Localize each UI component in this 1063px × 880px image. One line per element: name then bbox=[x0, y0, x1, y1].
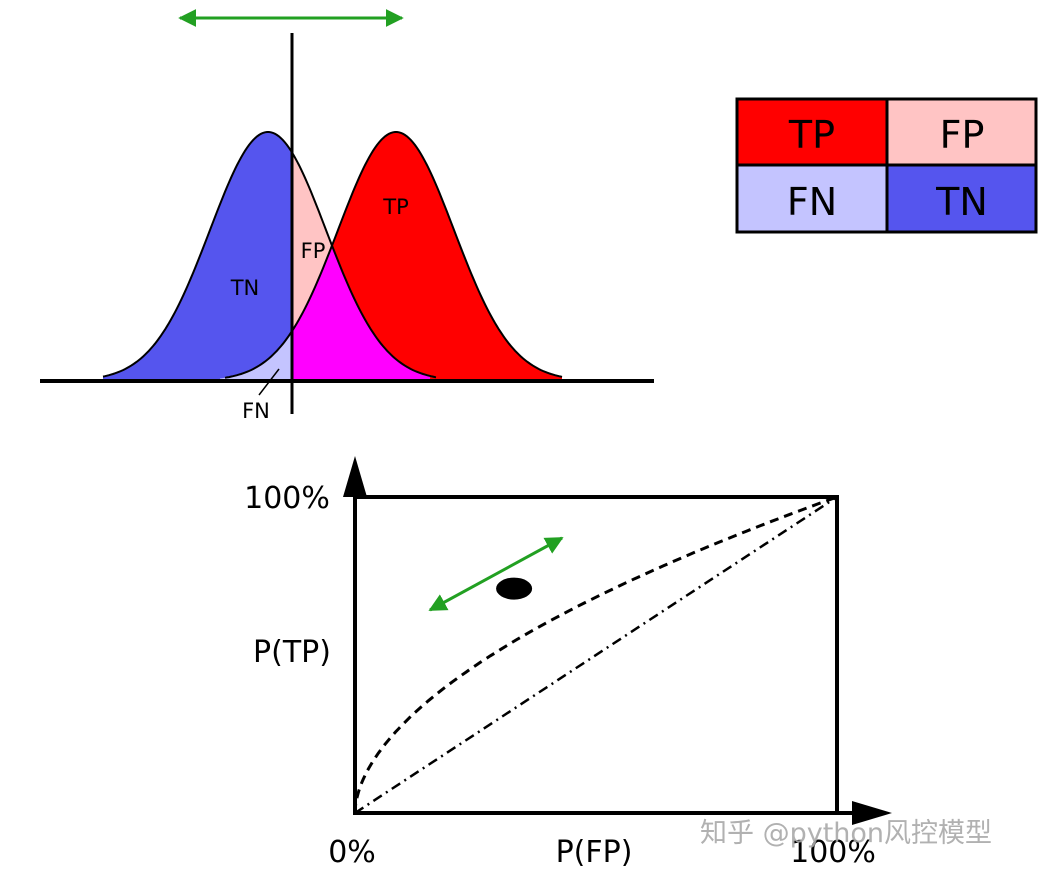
matrix-cell-tp bbox=[737, 99, 887, 165]
fn-leader-line bbox=[258, 368, 280, 396]
watermark: 知乎 @python风控模型 bbox=[700, 818, 992, 849]
tn-region bbox=[103, 132, 292, 381]
curve-direction-arrow[interactable] bbox=[428, 536, 564, 612]
matrix-cell-tn bbox=[887, 165, 1036, 232]
matrix-label-tp: TP bbox=[788, 113, 835, 157]
matrix-label-tn: TN bbox=[935, 180, 988, 224]
matrix-label-fn: FN bbox=[787, 180, 837, 224]
matrix-label-fp: FP bbox=[940, 113, 985, 157]
fp-label: FP bbox=[301, 239, 326, 263]
roc-random-diagonal bbox=[354, 495, 838, 815]
operating-point-marker[interactable] bbox=[496, 577, 533, 600]
tn-label: TN bbox=[230, 276, 260, 300]
fn-region bbox=[220, 331, 292, 381]
matrix-cell-fn bbox=[737, 165, 887, 232]
confusion-matrix: TP FP FN TN bbox=[735, 97, 1038, 234]
x-axis-label: P(FP) bbox=[556, 835, 633, 870]
tp-label: TP bbox=[382, 195, 409, 219]
roc-y-axis-arrowhead bbox=[343, 456, 367, 497]
roc-plot: 100% P(TP) 0% P(FP) 100% bbox=[244, 456, 892, 870]
roc-x-axis-arrowhead bbox=[852, 801, 892, 825]
x-origin-label: 0% bbox=[328, 835, 376, 870]
matrix-cell-fp bbox=[887, 99, 1036, 165]
fp-region bbox=[292, 152, 366, 332]
y-top-label: 100% bbox=[244, 481, 330, 516]
fn-label: FN bbox=[242, 399, 270, 423]
distribution-plot: TN FP TP FN bbox=[40, 9, 654, 423]
roc-curve bbox=[353, 495, 838, 813]
negative-distribution-curve bbox=[102, 131, 437, 379]
positive-distribution-curve bbox=[224, 131, 563, 379]
y-axis-label: P(TP) bbox=[253, 635, 331, 670]
x-end-label: 100% bbox=[790, 835, 876, 870]
